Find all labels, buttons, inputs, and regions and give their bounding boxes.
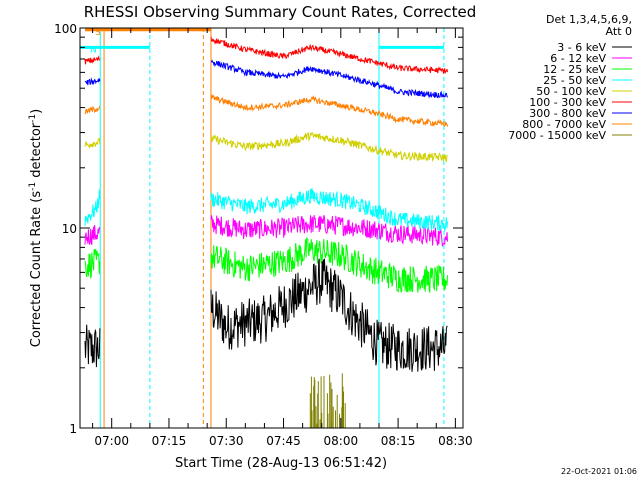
series-800-7000-kev (84, 94, 448, 127)
series-300-800-kev (84, 59, 448, 99)
y-axis: 1 10 100 (54, 22, 463, 436)
x-tick-label: 07:00 (94, 434, 129, 448)
series-line (84, 324, 101, 368)
series-25-50-kev (84, 188, 448, 233)
series-line (84, 189, 101, 227)
series-line (210, 215, 448, 247)
legend-label-50-100-kev: 50 - 100 keV (536, 85, 606, 98)
flag-label-s: S (95, 28, 101, 38)
x-axis-label: Start Time (28-Aug-13 06:51:42) (175, 456, 387, 471)
series-line (210, 36, 448, 74)
flag-layer: SN (80, 28, 444, 55)
legend-header-line-1: Det 1,3,4,5,6,9, (546, 13, 632, 26)
y-axis-label: Corrected Count Rate (s-1 detector-1) (28, 109, 44, 347)
x-axis: 07:00 07:15 07:30 07:45 08:00 08:15 08:30 (92, 28, 473, 448)
series-line (210, 59, 448, 99)
x-tick-label: 08:00 (324, 434, 359, 448)
series-line (84, 105, 101, 115)
legend-label-25-50-kev: 25 - 50 keV (543, 74, 606, 87)
series-3-6-kev (84, 258, 448, 372)
series-12-25-kev (84, 237, 448, 293)
legend-label-3-6-kev: 3 - 6 keV (557, 41, 606, 54)
series-7000-15000-kev (309, 373, 346, 428)
legend-label-12-25-kev: 12 - 25 keV (543, 63, 606, 76)
footer-date: 22-Oct-2021 01:06 (561, 467, 637, 476)
x-tick-label: 07:45 (266, 434, 301, 448)
series-line (84, 77, 101, 86)
series-50-100-kev (84, 132, 448, 163)
series-line (210, 258, 448, 372)
y-tick-label-1: 1 (69, 422, 77, 436)
series-line (84, 249, 101, 280)
x-tick-label: 07:15 (152, 434, 187, 448)
legend-label-300-800-kev: 300 - 800 keV (529, 107, 606, 120)
legend-label-800-7000-kev: 800 - 7000 keV (522, 118, 606, 131)
x-tick-label: 08:30 (438, 434, 473, 448)
series-line (210, 94, 448, 127)
series-line (210, 188, 448, 233)
y-tick-label-10: 10 (62, 222, 77, 236)
series-6-12-kev (84, 215, 448, 247)
legend-label-100-300-kev: 100 - 300 keV (529, 96, 606, 109)
y-tick-label-100: 100 (54, 22, 77, 36)
legend-label-7000-15000-kev: 7000 - 15000 keV (508, 129, 606, 142)
series-layer (84, 36, 448, 428)
flag-label-n: N (90, 45, 97, 55)
chart-title: RHESSI Observing Summary Count Rates, Co… (84, 3, 477, 21)
series-line (210, 237, 448, 293)
x-tick-label: 07:30 (209, 434, 244, 448)
series-line (84, 55, 101, 65)
x-tick-label: 08:15 (381, 434, 416, 448)
legend-header-line-2: Att 0 (606, 25, 632, 38)
series-line (84, 224, 101, 245)
legend-label-6-12-kev: 6 - 12 keV (550, 52, 606, 65)
series-100-300-kev (84, 36, 448, 74)
series-line (210, 132, 448, 163)
series-line (84, 137, 101, 149)
